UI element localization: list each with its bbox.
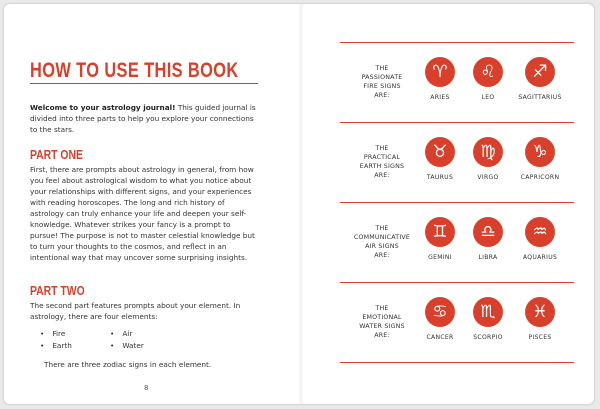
intro-lead: Welcome to your astrology journal! [30, 103, 176, 112]
group-label: THE PASSIONATE FIRE SIGNS ARE: [361, 65, 403, 99]
element-item: Fire [40, 328, 110, 339]
sign-name: CANCER [426, 334, 454, 341]
title-rule [30, 83, 258, 84]
sign-icon: ♓︎ [525, 297, 555, 327]
sign-icon: ♌︎ [473, 57, 503, 87]
sign-name: AQUARIUS [522, 254, 558, 261]
element-item: Earth [40, 340, 110, 351]
page-title: HOW TO USE THIS BOOK [30, 59, 239, 82]
sign-name: TAURUS [426, 174, 454, 181]
sign-name: CAPRICORN [520, 174, 560, 181]
part-one-text: First, there are prompts about astrology… [30, 165, 255, 262]
intro-paragraph: Welcome to your astrology journal! This … [30, 102, 260, 135]
book-spread: HOW TO USE THIS BOOK Welcome to your ast… [4, 4, 594, 404]
sign-name: ARIES [430, 94, 450, 101]
sign-name: LIBRA [478, 254, 498, 261]
group-label: THE PRACTICAL EARTH SIGNS ARE: [359, 145, 405, 179]
elements-note: There are three zodiac signs in each ele… [44, 360, 212, 369]
section-rule [340, 122, 574, 123]
sign-icon: ♍︎ [473, 137, 503, 167]
sign-name: GEMINI [428, 254, 452, 261]
sign-name: PISCES [528, 334, 552, 341]
part-one-heading: PART ONE [30, 147, 83, 162]
sign-icon: ♒︎ [525, 217, 555, 247]
intro-text: This guided journal is divided into thre… [30, 103, 256, 134]
sign-icon: ♉︎ [425, 137, 455, 167]
sign-name: SAGITTARIUS [518, 94, 562, 101]
sign-icon: ♐︎ [525, 57, 555, 87]
sign-name: SCORPIO [473, 334, 503, 341]
part-two-text: The second part features prompts about y… [30, 301, 241, 321]
sign-icon: ♎︎ [473, 217, 503, 247]
sign-icon: ♋︎ [425, 297, 455, 327]
sign-name: LEO [481, 94, 495, 101]
spine [298, 4, 304, 404]
sign-icon: ♈︎ [425, 57, 455, 87]
section-rule [340, 202, 574, 203]
sign-name: VIRGO [477, 174, 499, 181]
element-item: Air [110, 328, 180, 339]
group-label: THE COMMUNICATIVE AIR SIGNS ARE: [353, 225, 411, 259]
element-item: Water [110, 340, 180, 351]
page-number: 8 [144, 384, 149, 392]
section-rule [340, 362, 574, 363]
section-rule [340, 282, 574, 283]
sign-icon: ♏︎ [473, 297, 503, 327]
group-label: THE EMOTIONAL WATER SIGNS ARE: [359, 305, 405, 339]
sign-icon: ♊︎ [425, 217, 455, 247]
part-two-heading: PART TWO [30, 283, 85, 298]
section-rule [340, 42, 574, 43]
sign-icon: ♑︎ [525, 137, 555, 167]
element-list: Fire Air Earth Water [40, 328, 190, 351]
